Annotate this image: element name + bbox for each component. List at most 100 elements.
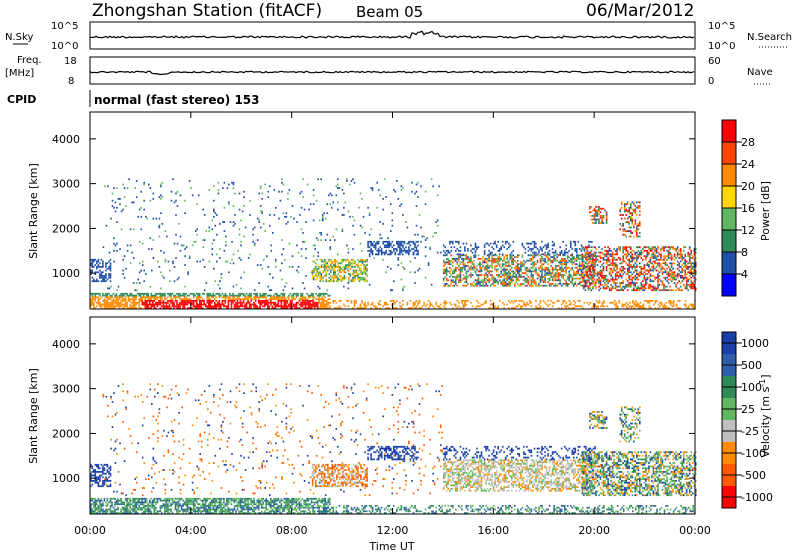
- echo-cell: [123, 292, 125, 295]
- echo-cell: [176, 307, 178, 309]
- echo-cell: [155, 307, 157, 309]
- echo-cell: [517, 256, 519, 258]
- echo-cell: [508, 275, 510, 278]
- echo-cell: [684, 300, 687, 302]
- echo-cell: [370, 240, 372, 243]
- echo-cell: [403, 248, 406, 250]
- echo-cell: [506, 274, 508, 276]
- echo-cell: [556, 272, 558, 275]
- echo-cell: [363, 280, 365, 283]
- echo-cell: [289, 305, 292, 308]
- echo-cell: [364, 264, 367, 266]
- echo-cell: [226, 296, 228, 299]
- echo-cell: [508, 246, 510, 249]
- echo-cell: [538, 283, 540, 285]
- echo-cell: [570, 261, 572, 264]
- echo-cell: [465, 258, 468, 260]
- echo-cell: [115, 294, 118, 297]
- echo-cell: [679, 282, 682, 284]
- echo-cell: [653, 303, 655, 306]
- echo-cell: [565, 270, 567, 273]
- echo-cell: [687, 307, 690, 309]
- echo-cell: [282, 212, 285, 215]
- echo-cell: [588, 303, 590, 306]
- echo-cell: [648, 248, 650, 250]
- echo-cell: [158, 303, 160, 306]
- echo-cell: [135, 296, 137, 299]
- beam-label: Beam 05: [356, 3, 423, 21]
- echo-cell: [456, 261, 459, 264]
- echo-cell: [545, 272, 548, 275]
- echo-cell: [168, 300, 171, 302]
- echo-cell: [364, 305, 366, 308]
- echo-cell: [631, 255, 634, 258]
- echo-cell: [491, 270, 493, 273]
- echo-cell: [645, 264, 647, 266]
- echo-cell: [276, 296, 278, 299]
- echo-cell: [636, 224, 638, 227]
- echo-cell: [626, 264, 629, 266]
- echo-cell: [433, 307, 436, 309]
- echo-cell: [643, 267, 646, 270]
- echo-cell: [605, 260, 608, 263]
- echo-cell: [340, 258, 343, 261]
- echo-cell: [147, 300, 150, 302]
- echo-cell: [598, 213, 600, 215]
- echo-cell: [594, 284, 596, 287]
- echo-cell: [508, 277, 510, 280]
- echo-cell: [518, 303, 521, 306]
- echo-cell: [90, 258, 92, 261]
- echo-cell: [393, 301, 395, 304]
- echo-cell: [402, 289, 404, 292]
- echo-cell: [427, 307, 430, 309]
- echo-cell: [227, 296, 230, 299]
- echo-cell: [548, 259, 551, 262]
- echo-cell: [93, 506, 95, 509]
- echo-cell: [326, 262, 329, 265]
- echo-cell: [394, 307, 397, 309]
- echo-cell: [118, 294, 121, 297]
- echo-cell: [651, 280, 653, 283]
- echo-cell: [442, 261, 445, 264]
- echo-cell: [355, 301, 357, 304]
- echo-cell: [415, 240, 418, 243]
- echo-cell: [129, 262, 132, 265]
- echo-cell: [506, 268, 508, 271]
- echo-cell: [573, 283, 575, 285]
- echo-cell: [223, 296, 225, 299]
- echo-cell: [143, 199, 145, 202]
- echo-cell: [566, 258, 569, 260]
- echo-cell: [514, 256, 516, 258]
- echo-cell: [329, 298, 331, 301]
- echo-cell: [604, 249, 606, 252]
- echo-cell: [608, 249, 611, 252]
- echo-cell: [491, 259, 493, 262]
- echo-cell: [494, 279, 496, 282]
- echo-cell: [342, 269, 344, 272]
- echo-cell: [241, 210, 244, 213]
- echo-cell: [683, 303, 685, 306]
- echo-cell: [494, 265, 496, 267]
- echo-cell: [394, 301, 397, 304]
- echo-cell: [693, 264, 696, 266]
- echo-cell: [303, 303, 305, 306]
- echo-cell: [637, 278, 640, 281]
- echo-cell: [458, 265, 460, 267]
- echo-cell: [149, 187, 152, 189]
- echo-cell: [547, 251, 549, 254]
- echo-cell: [379, 237, 381, 240]
- echo-cell: [610, 289, 612, 292]
- echo-cell: [630, 205, 632, 207]
- echo-cell: [604, 246, 606, 249]
- echo-cell: [138, 262, 141, 265]
- echo-cell: [687, 283, 689, 286]
- echo-cell: [649, 269, 652, 272]
- echo-cell: [282, 298, 284, 301]
- echo-cell: [672, 267, 674, 270]
- echo-cell: [191, 301, 193, 304]
- echo-cell: [592, 303, 595, 306]
- echo-cell: [318, 287, 321, 290]
- echo-cell: [99, 262, 101, 265]
- echo-cell: [185, 246, 188, 249]
- echo-cell: [301, 300, 304, 302]
